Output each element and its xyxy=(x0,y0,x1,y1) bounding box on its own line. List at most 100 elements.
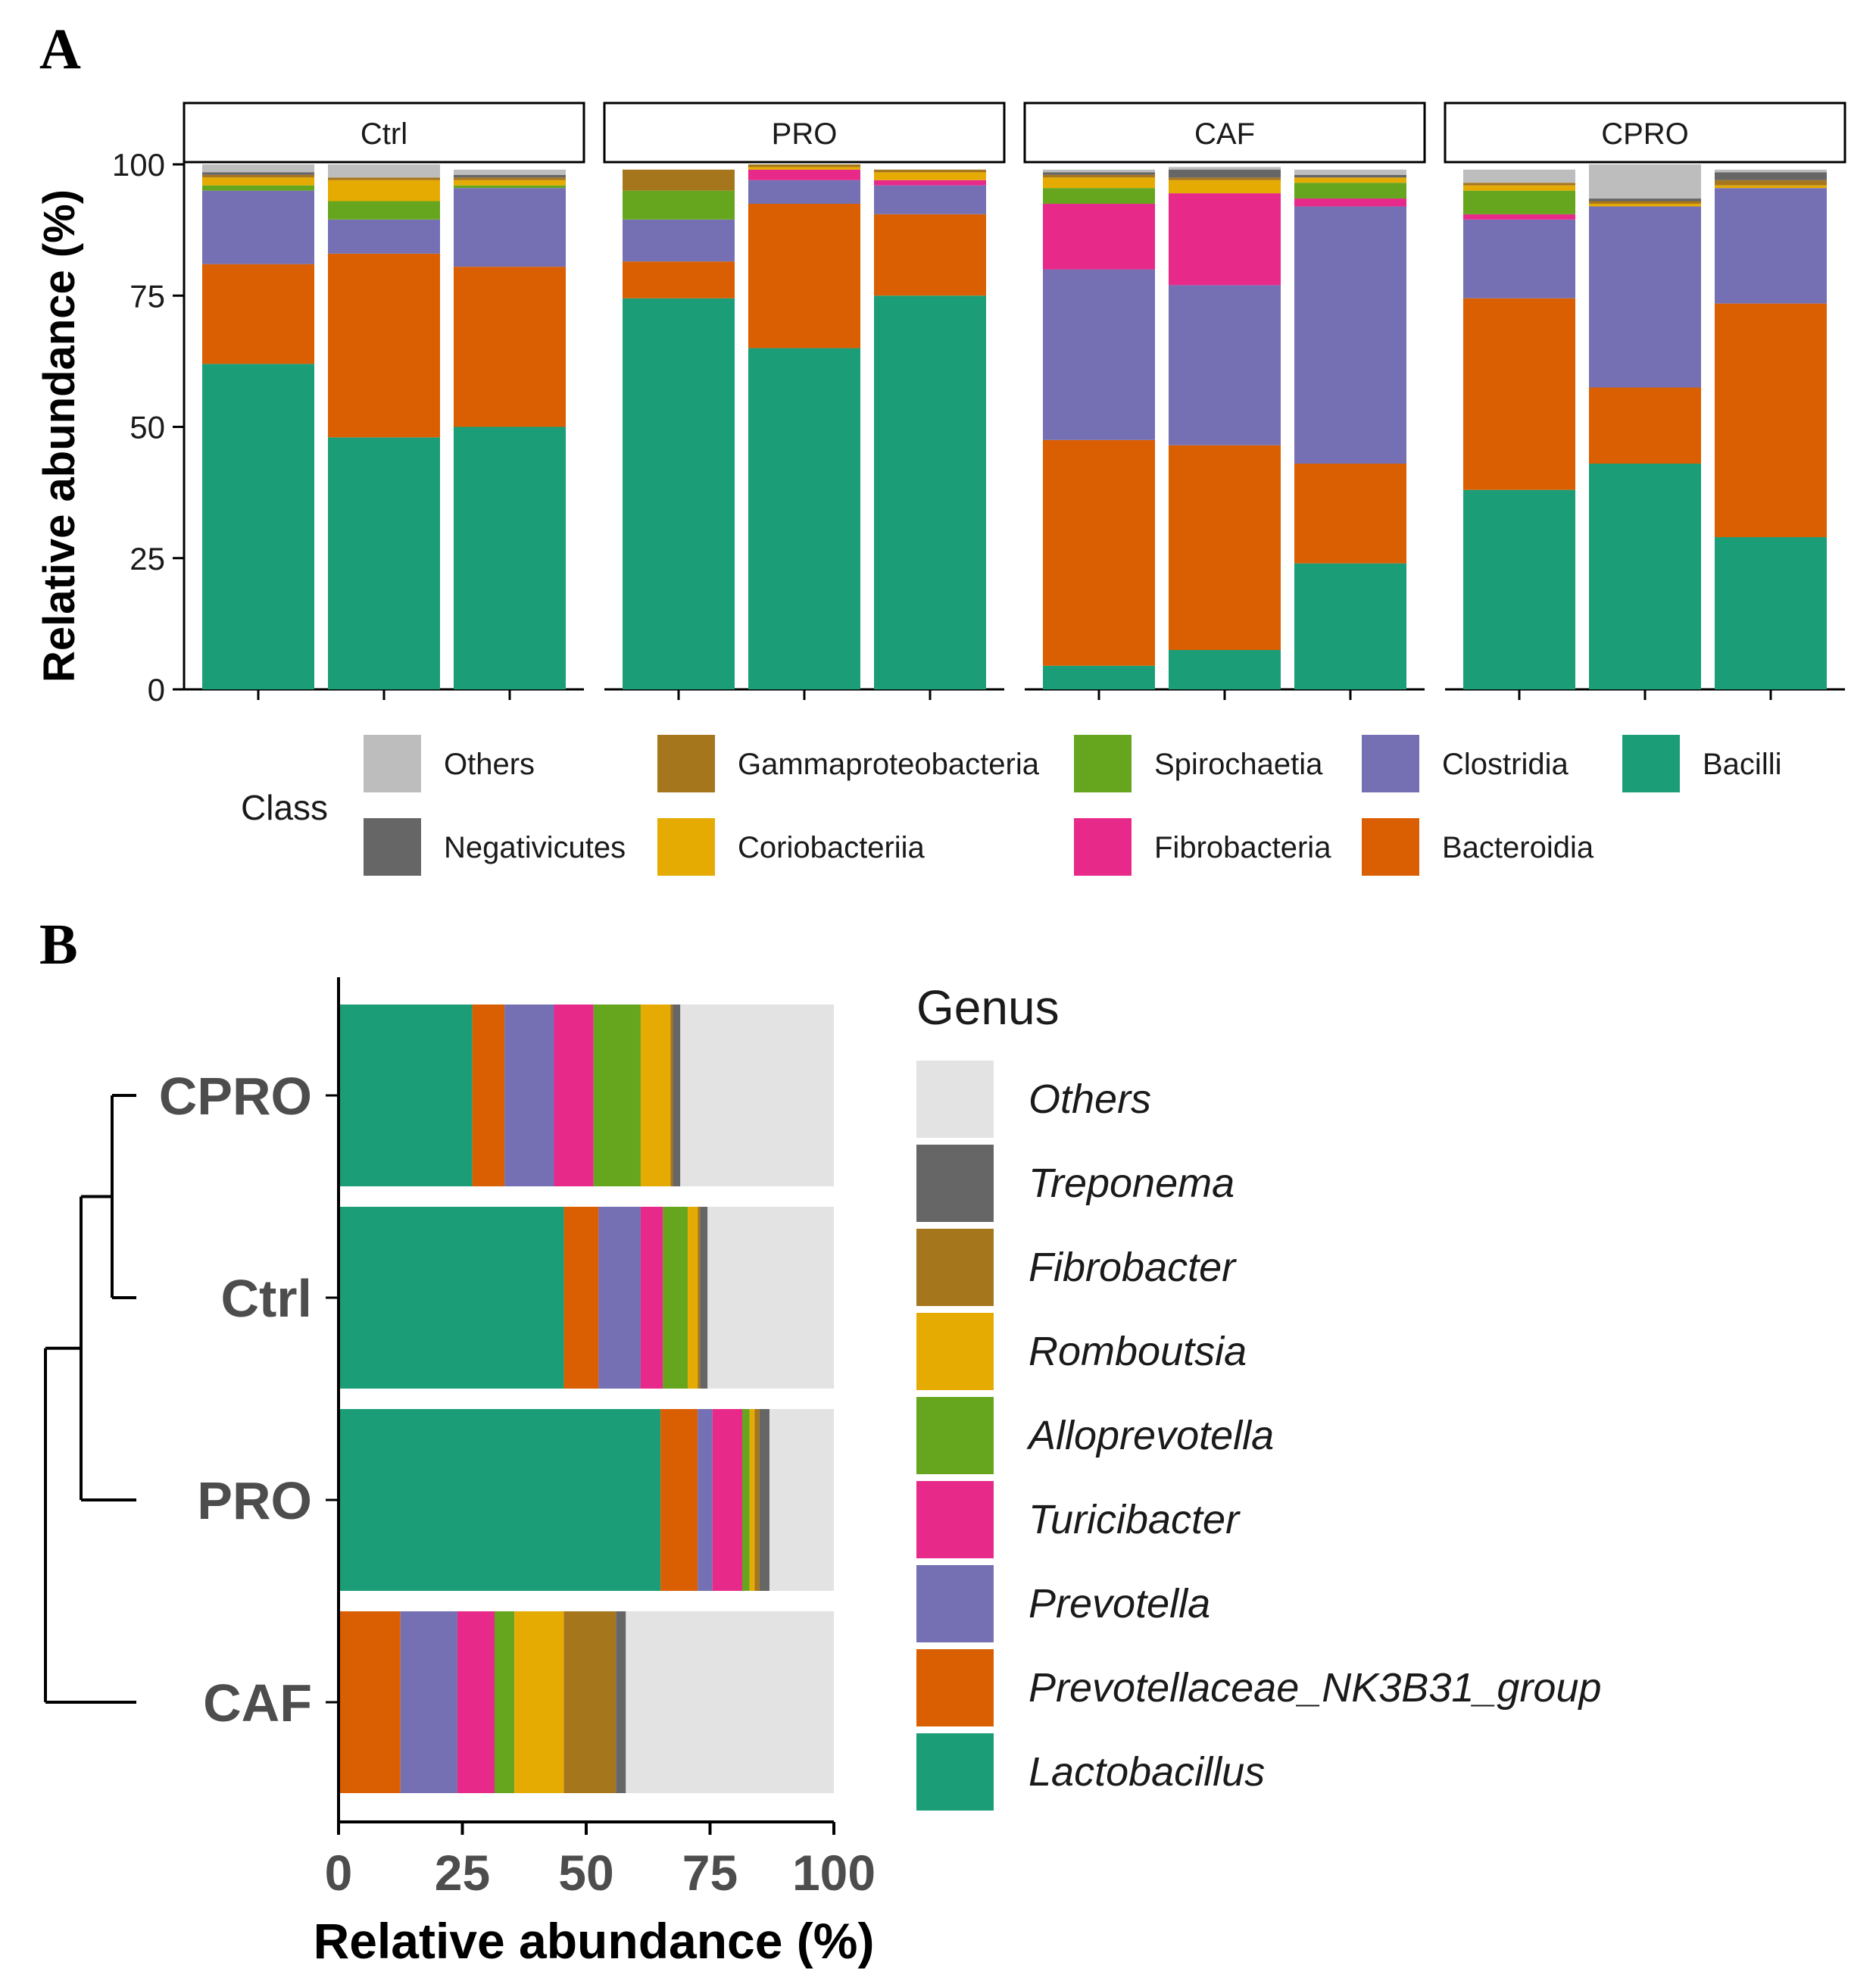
category-label-ctrl: Ctrl xyxy=(220,1269,312,1328)
y-tick-label: 25 xyxy=(130,541,165,576)
bar-pro-turicibacter xyxy=(712,1409,743,1591)
bar-pro-1-clostridia xyxy=(623,219,735,262)
x-tick-label: 0 xyxy=(325,1845,353,1901)
bar-pro-3-bacteroidia xyxy=(874,214,986,296)
genus-bars xyxy=(339,1005,834,1793)
bar-ctrl-1-bacteroidia xyxy=(202,264,314,364)
legend-swatch-bacteroidia xyxy=(1362,818,1419,876)
facet-strip-pro xyxy=(603,102,1006,164)
category-label-pro: PRO xyxy=(197,1471,312,1530)
bar-pro-fibrobacter xyxy=(754,1409,760,1591)
bar-pro-alloprevotella xyxy=(742,1409,750,1591)
bar-cpro-2-coriobacteriia xyxy=(1589,203,1701,207)
legend-label-romboutsia: Romboutsia xyxy=(1029,1329,1247,1374)
legend-label-others: Others xyxy=(444,748,535,781)
legend-label-bacilli: Bacilli xyxy=(1703,748,1781,781)
x-tick-label: 50 xyxy=(558,1845,613,1901)
bar-ctrl-lactobacillus xyxy=(339,1207,564,1389)
bar-cpro-3-others xyxy=(1715,169,1827,173)
bar-ctrl-prevotella xyxy=(598,1207,641,1389)
bar-caf-1-others xyxy=(1043,169,1155,173)
legend-title: Genus xyxy=(916,980,1060,1035)
bar-caf-1-bacteroidia xyxy=(1043,439,1155,666)
bar-cpro-3-bacilli xyxy=(1715,537,1827,689)
bar-ctrl-1-coriobacteriia xyxy=(202,177,314,186)
legend-swatch-prevotella xyxy=(916,1565,994,1642)
bar-pro-3-clostridia xyxy=(874,185,986,214)
legend-label-others: Others xyxy=(1029,1076,1151,1122)
bar-pro-2-fibrobacteria xyxy=(748,169,860,180)
bar-caf-prevotella xyxy=(400,1611,457,1793)
bar-caf-2-fibrobacteria xyxy=(1169,193,1281,286)
bar-cpro-prevotellaceae-nk3b31-group xyxy=(472,1005,505,1186)
legend-swatch-lactobacillus xyxy=(916,1733,994,1811)
bar-caf-1-clostridia xyxy=(1043,269,1155,440)
bar-cpro-prevotella xyxy=(504,1005,554,1186)
bar-ctrl-1-clostridia xyxy=(202,190,314,264)
bar-caf-2-bacteroidia xyxy=(1169,445,1281,651)
legend-label-alloprevotella: Alloprevotella xyxy=(1026,1413,1274,1458)
facet-label-pro: PRO xyxy=(772,117,838,151)
bar-cpro-3-clostridia xyxy=(1715,188,1827,304)
facet-panels: Ctrl PRO CAF CPRO xyxy=(183,102,1846,700)
bar-caf-alloprevotella xyxy=(495,1611,515,1793)
bar-caf-1-gammaproteobacteria xyxy=(1043,174,1155,178)
category-label-caf: CAF xyxy=(203,1673,312,1733)
bar-cpro-2-others xyxy=(1589,164,1701,199)
legend-label-gammaproteobacteria: Gammaproteobacteria xyxy=(738,748,1040,781)
panel-label-a: A xyxy=(39,17,81,81)
legend-swatch-others xyxy=(916,1061,994,1138)
y-tick-label: 0 xyxy=(148,672,165,708)
bar-pro-prevotellaceae-nk3b31-group xyxy=(660,1409,698,1591)
bar-ctrl-1-spirochaetia xyxy=(202,185,314,191)
bar-cpro-1-coriobacteriia xyxy=(1463,185,1575,191)
bar-caf-2-gammaproteobacteria xyxy=(1169,177,1281,180)
bar-cpro-1-spirochaetia xyxy=(1463,190,1575,214)
legend-label-bacteroidia: Bacteroidia xyxy=(1442,831,1594,864)
bar-pro-treponema xyxy=(759,1409,769,1591)
genus-legend: Genus Others Treponema Fibrobacter Romboutsi… xyxy=(916,980,1602,1811)
bar-pro-3-coriobacteriia xyxy=(874,172,986,180)
bar-ctrl-2-bacteroidia xyxy=(328,253,440,438)
legend-swatch-bacilli xyxy=(1622,735,1680,792)
bar-cpro-2-gammaproteobacteria xyxy=(1589,201,1701,204)
bar-pro-2-coriobacteriia xyxy=(748,167,860,170)
bar-cpro-1-bacilli xyxy=(1463,489,1575,689)
bar-ctrl-prevotellaceae-nk3b31-group xyxy=(563,1207,599,1389)
class-composition-chart: Ctrl PRO CAF CPRO 0 25 50 75 100 Relative abund… xyxy=(35,102,1846,876)
bar-pro-2-bacilli xyxy=(748,348,860,689)
legend-label-coriobacteriia: Coriobacteriia xyxy=(738,831,926,864)
bar-ctrl-2-coriobacteriia xyxy=(328,180,440,202)
bar-pro-lactobacillus xyxy=(339,1409,661,1591)
bar-pro-1-bacilli xyxy=(623,298,735,690)
bar-pro-others xyxy=(769,1409,834,1591)
bar-cpro-1-gammaproteobacteria xyxy=(1463,183,1575,186)
class-bars xyxy=(202,164,1827,690)
legend-label-prevotella: Prevotella xyxy=(1029,1581,1210,1626)
legend-title: Class xyxy=(241,788,328,827)
bar-pro-3-gammaproteobacteria xyxy=(874,169,986,173)
facet-label-cpro: CPRO xyxy=(1601,117,1689,151)
bar-caf-2-negativicutes xyxy=(1169,169,1281,178)
bar-caf-3-fibrobacteria xyxy=(1294,198,1406,207)
bar-caf-1-bacilli xyxy=(1043,665,1155,689)
bar-cpro-treponema xyxy=(673,1005,681,1186)
bar-caf-3-bacteroidia xyxy=(1294,464,1406,564)
bar-ctrl-others xyxy=(707,1207,834,1389)
facet-label-ctrl: Ctrl xyxy=(361,117,407,151)
x-axis-label: Relative abundance (%) xyxy=(314,1913,875,1969)
bar-caf-others xyxy=(626,1611,834,1793)
legend-swatch-alloprevotella xyxy=(916,1397,994,1474)
bar-cpro-2-negativicutes xyxy=(1589,198,1701,202)
bar-caf-3-others xyxy=(1294,169,1406,175)
bar-caf-prevotellaceae-nk3b31-group xyxy=(339,1611,401,1793)
bar-cpro-1-clostridia xyxy=(1463,219,1575,298)
bar-caf-2-coriobacteriia xyxy=(1169,180,1281,194)
y-axis-label: Relative abundance (%) xyxy=(35,189,84,683)
bar-cpro-alloprevotella xyxy=(593,1005,641,1186)
legend-label-negativicutes: Negativicutes xyxy=(444,831,626,864)
bar-caf-1-fibrobacteria xyxy=(1043,203,1155,270)
bar-ctrl-fibrobacter xyxy=(698,1207,701,1389)
bar-ctrl-1-negativicutes xyxy=(202,172,314,175)
legend-swatch-gammaproteobacteria xyxy=(657,735,715,792)
